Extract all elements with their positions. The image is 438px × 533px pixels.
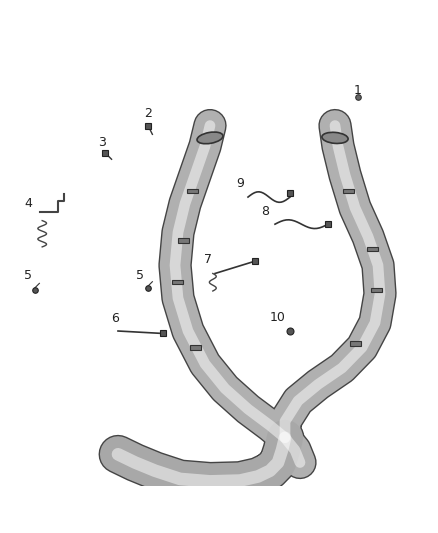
Text: 3: 3 [98,135,106,149]
Text: 9: 9 [236,176,244,190]
FancyBboxPatch shape [190,345,201,350]
Text: 2: 2 [144,107,152,120]
Text: 6: 6 [111,312,119,325]
FancyBboxPatch shape [367,247,378,251]
FancyBboxPatch shape [350,341,361,345]
FancyBboxPatch shape [371,288,381,292]
Text: 8: 8 [261,205,269,219]
FancyBboxPatch shape [178,238,189,243]
Ellipse shape [197,132,223,144]
Text: 7: 7 [204,253,212,266]
Text: 4: 4 [24,197,32,210]
FancyBboxPatch shape [172,279,183,284]
FancyBboxPatch shape [343,189,354,193]
Text: 1: 1 [354,84,362,96]
FancyBboxPatch shape [187,189,198,193]
Text: 5: 5 [24,270,32,282]
Text: 5: 5 [136,270,144,282]
Text: 10: 10 [270,311,286,324]
Ellipse shape [322,132,348,143]
